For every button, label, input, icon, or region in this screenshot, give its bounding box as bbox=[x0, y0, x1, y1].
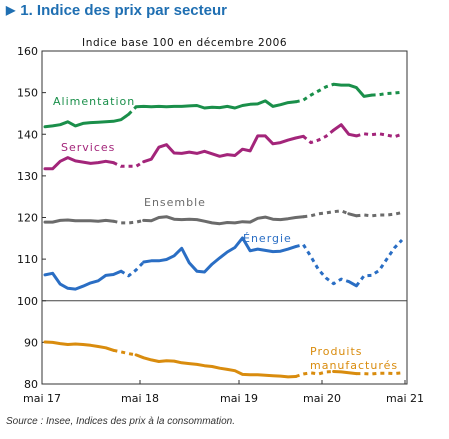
y-tick-label: 130 bbox=[17, 170, 38, 183]
series-line bbox=[134, 353, 298, 379]
series-line bbox=[43, 112, 131, 129]
chart-subtitle: Indice base 100 en décembre 2006 bbox=[82, 37, 287, 49]
y-tick-label: 160 bbox=[17, 45, 38, 58]
figure-title: ▶ 1. Indice des prix par secteur bbox=[6, 2, 227, 19]
y-tick-label: 150 bbox=[17, 87, 38, 100]
source-note: Source : Insee, Indices des prix à la co… bbox=[6, 416, 236, 427]
series-line-dotted bbox=[356, 371, 403, 376]
series-line-dotted bbox=[295, 243, 350, 286]
y-tick-label: 90 bbox=[24, 336, 38, 349]
series-produits-manufactur-s bbox=[43, 340, 403, 379]
series-line bbox=[43, 218, 115, 224]
figure-title-text: 1. Indice des prix par secteur bbox=[20, 2, 227, 19]
x-tick-label: mai 20 bbox=[303, 392, 341, 405]
series-line bbox=[142, 236, 298, 274]
y-tick-label: 80 bbox=[24, 378, 38, 391]
series-line bbox=[332, 82, 374, 98]
y-tick-label: 140 bbox=[17, 128, 38, 141]
series-line-dotted bbox=[355, 238, 404, 287]
y-tick-label: 100 bbox=[17, 295, 38, 308]
series-label: Produits bbox=[310, 345, 363, 358]
x-tick-label: mai 17 bbox=[23, 392, 61, 405]
series-labels: Alimentation Services Ensemble Énergie Produ… bbox=[53, 95, 398, 372]
chart-series bbox=[43, 82, 404, 379]
series-line-dotted bbox=[371, 90, 403, 97]
series-line bbox=[142, 134, 305, 164]
play-triangle-icon: ▶ bbox=[6, 3, 16, 17]
series-line bbox=[142, 215, 305, 226]
series-line-dotted bbox=[295, 82, 335, 104]
series-line bbox=[332, 123, 358, 138]
x-tick-label: mai 18 bbox=[121, 392, 159, 405]
series-label: manufacturés bbox=[310, 359, 398, 372]
series-line-dotted bbox=[356, 132, 403, 139]
series-line bbox=[332, 370, 358, 376]
series-services bbox=[43, 123, 403, 171]
y-tick-label: 120 bbox=[17, 212, 38, 225]
series-line bbox=[134, 99, 298, 110]
series-line-dotted bbox=[356, 211, 403, 218]
chart-axes: 80 90 100 110 120 130 140 150 160 mai 17 mai 18 mai… bbox=[17, 45, 424, 405]
y-tick-label: 110 bbox=[17, 253, 38, 266]
series-line-dotted bbox=[302, 128, 335, 145]
series-ensemble bbox=[43, 209, 403, 226]
series-line bbox=[43, 156, 115, 171]
series-alimentation bbox=[43, 82, 403, 129]
series-line bbox=[347, 212, 358, 218]
series-line bbox=[43, 340, 115, 352]
series-label: Services bbox=[61, 141, 115, 154]
series-line-dotted bbox=[120, 260, 145, 278]
x-tick-label: mai 19 bbox=[220, 392, 258, 405]
series-line-dotted bbox=[113, 218, 145, 225]
series-label: Ensemble bbox=[144, 196, 206, 209]
series-line bbox=[43, 269, 123, 291]
series-line-dotted bbox=[303, 209, 350, 219]
series--nergie bbox=[43, 236, 404, 291]
series-line-dotted bbox=[113, 348, 137, 357]
series-line-dotted bbox=[295, 370, 334, 378]
series-line-dotted bbox=[112, 160, 145, 168]
series-line-dotted bbox=[127, 105, 138, 116]
series-label: Énergie bbox=[243, 232, 292, 245]
x-tick-label: mai 21 bbox=[386, 392, 424, 405]
series-line bbox=[347, 280, 358, 288]
series-label: Alimentation bbox=[53, 95, 135, 108]
